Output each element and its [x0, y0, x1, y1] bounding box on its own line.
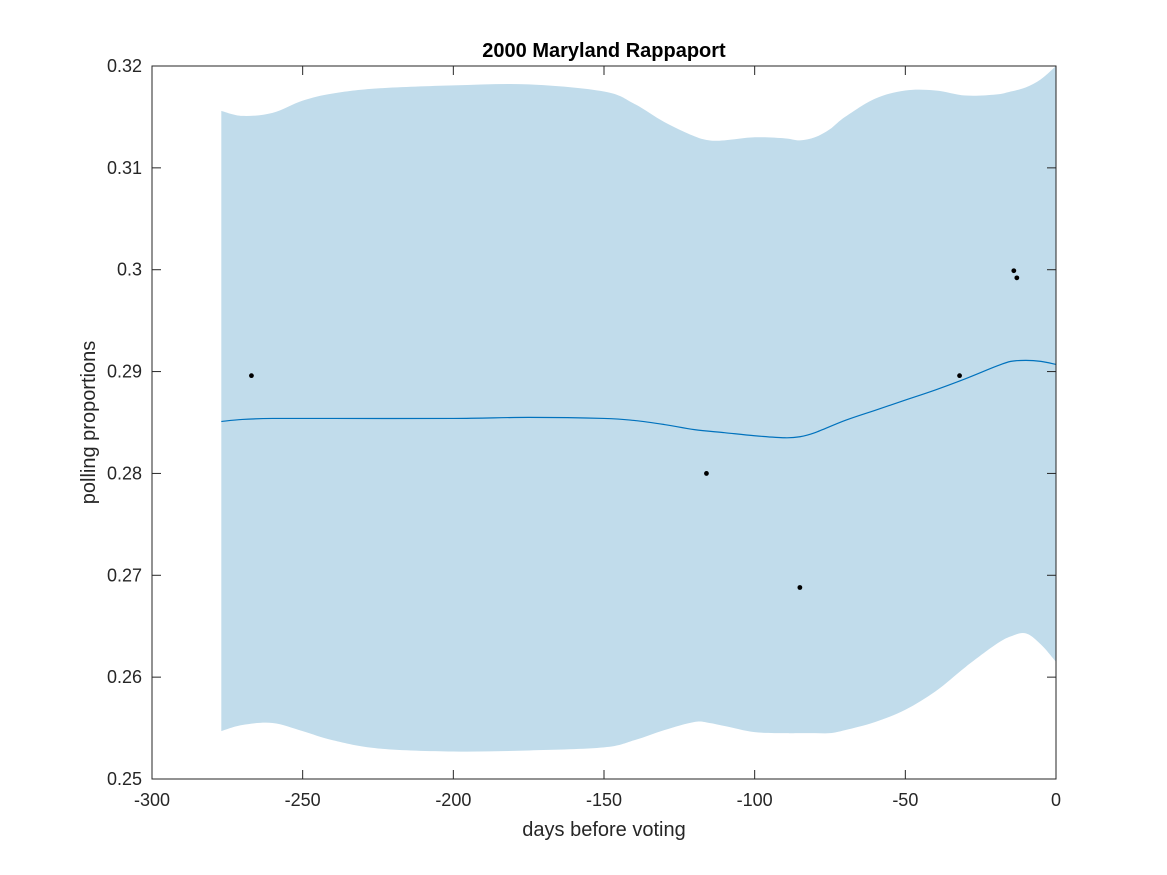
y-tick-label: 0.3	[117, 260, 142, 280]
poll-point	[797, 585, 803, 590]
x-tick-label: -200	[435, 790, 471, 810]
y-axis-label: polling proportions	[78, 341, 100, 504]
x-axis-label: days before voting	[522, 819, 685, 841]
y-tick-label: 0.27	[107, 565, 142, 585]
x-tick-label: -100	[737, 790, 773, 810]
poll-point	[957, 373, 962, 379]
poll-point	[1014, 275, 1020, 281]
poll-point	[1011, 268, 1017, 274]
y-tick-label: 0.25	[107, 769, 142, 789]
confidence-band-layer	[221, 66, 1056, 752]
poll-point	[704, 471, 709, 476]
trend-line	[221, 359, 1057, 439]
trend-line-layer	[221, 359, 1057, 439]
y-tick-label: 0.31	[107, 158, 142, 178]
x-tick-label: -300	[134, 790, 170, 810]
y-tick-label: 0.32	[107, 56, 142, 76]
y-tick-label: 0.28	[107, 463, 142, 483]
chart-title: 2000 Maryland Rappaport	[482, 40, 726, 62]
x-tick-label: 0	[1051, 790, 1061, 810]
x-tick-label: -250	[285, 790, 321, 810]
ticks-layer: -300 -250 -200 -150 -100 -50 0 0.25 0.26 0.27 0.28…	[107, 56, 1061, 810]
y-tick-label: 0.26	[107, 667, 142, 687]
y-tick-label: 0.29	[107, 362, 142, 382]
x-tick-label: -50	[892, 790, 918, 810]
poll-points-layer	[249, 268, 1020, 590]
poll-point	[249, 373, 254, 379]
confidence-band	[221, 66, 1056, 752]
x-tick-label: -150	[586, 790, 622, 810]
